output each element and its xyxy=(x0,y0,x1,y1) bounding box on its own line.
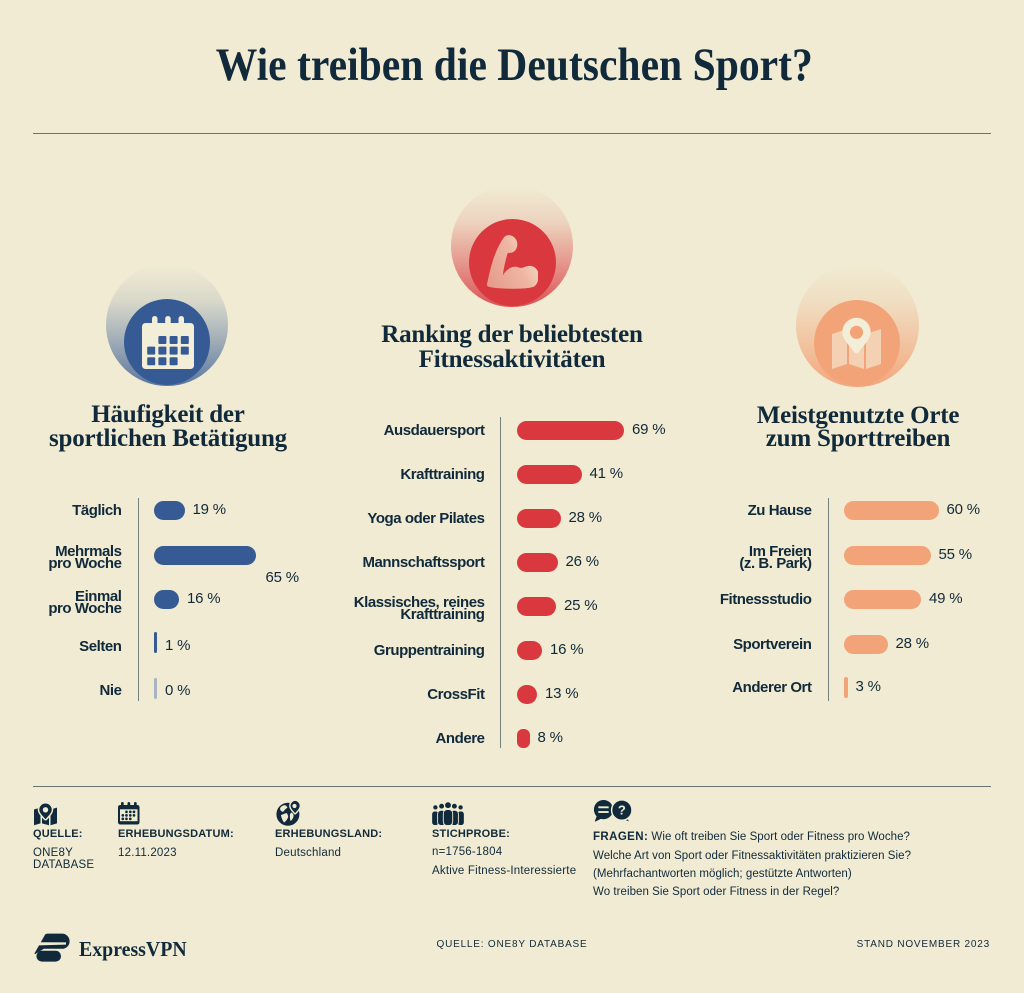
svg-text:?: ? xyxy=(618,803,626,818)
